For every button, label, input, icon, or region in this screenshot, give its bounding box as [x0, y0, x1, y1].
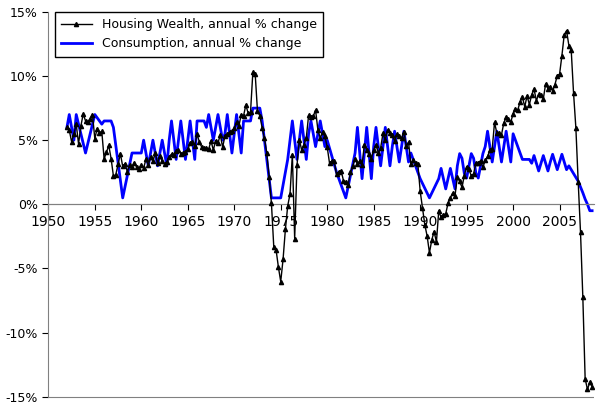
Consumption, annual % change: [589, 208, 596, 213]
Housing Wealth, annual % change: [284, 203, 292, 208]
Consumption, annual % change: [333, 170, 340, 175]
Legend: Housing Wealth, annual % change, Consumption, annual % change: Housing Wealth, annual % change, Consump…: [55, 12, 323, 56]
Housing Wealth, annual % change: [549, 88, 556, 93]
Housing Wealth, annual % change: [589, 384, 596, 389]
Housing Wealth, annual % change: [302, 135, 310, 140]
Consumption, annual % change: [586, 208, 593, 213]
Consumption, annual % change: [112, 142, 119, 147]
Housing Wealth, annual % change: [64, 124, 71, 129]
Consumption, annual % change: [286, 138, 293, 143]
Consumption, annual % change: [249, 106, 256, 111]
Consumption, annual % change: [551, 159, 559, 164]
Housing Wealth, annual % change: [584, 387, 591, 392]
Consumption, annual % change: [475, 176, 482, 181]
Housing Wealth, annual % change: [472, 161, 479, 166]
Line: Housing Wealth, annual % change: Housing Wealth, annual % change: [65, 29, 594, 391]
Housing Wealth, annual % change: [112, 172, 119, 177]
Housing Wealth, annual % change: [331, 159, 338, 164]
Consumption, annual % change: [305, 131, 312, 136]
Line: Consumption, annual % change: Consumption, annual % change: [67, 108, 592, 211]
Housing Wealth, annual % change: [563, 28, 570, 33]
Consumption, annual % change: [64, 125, 71, 130]
